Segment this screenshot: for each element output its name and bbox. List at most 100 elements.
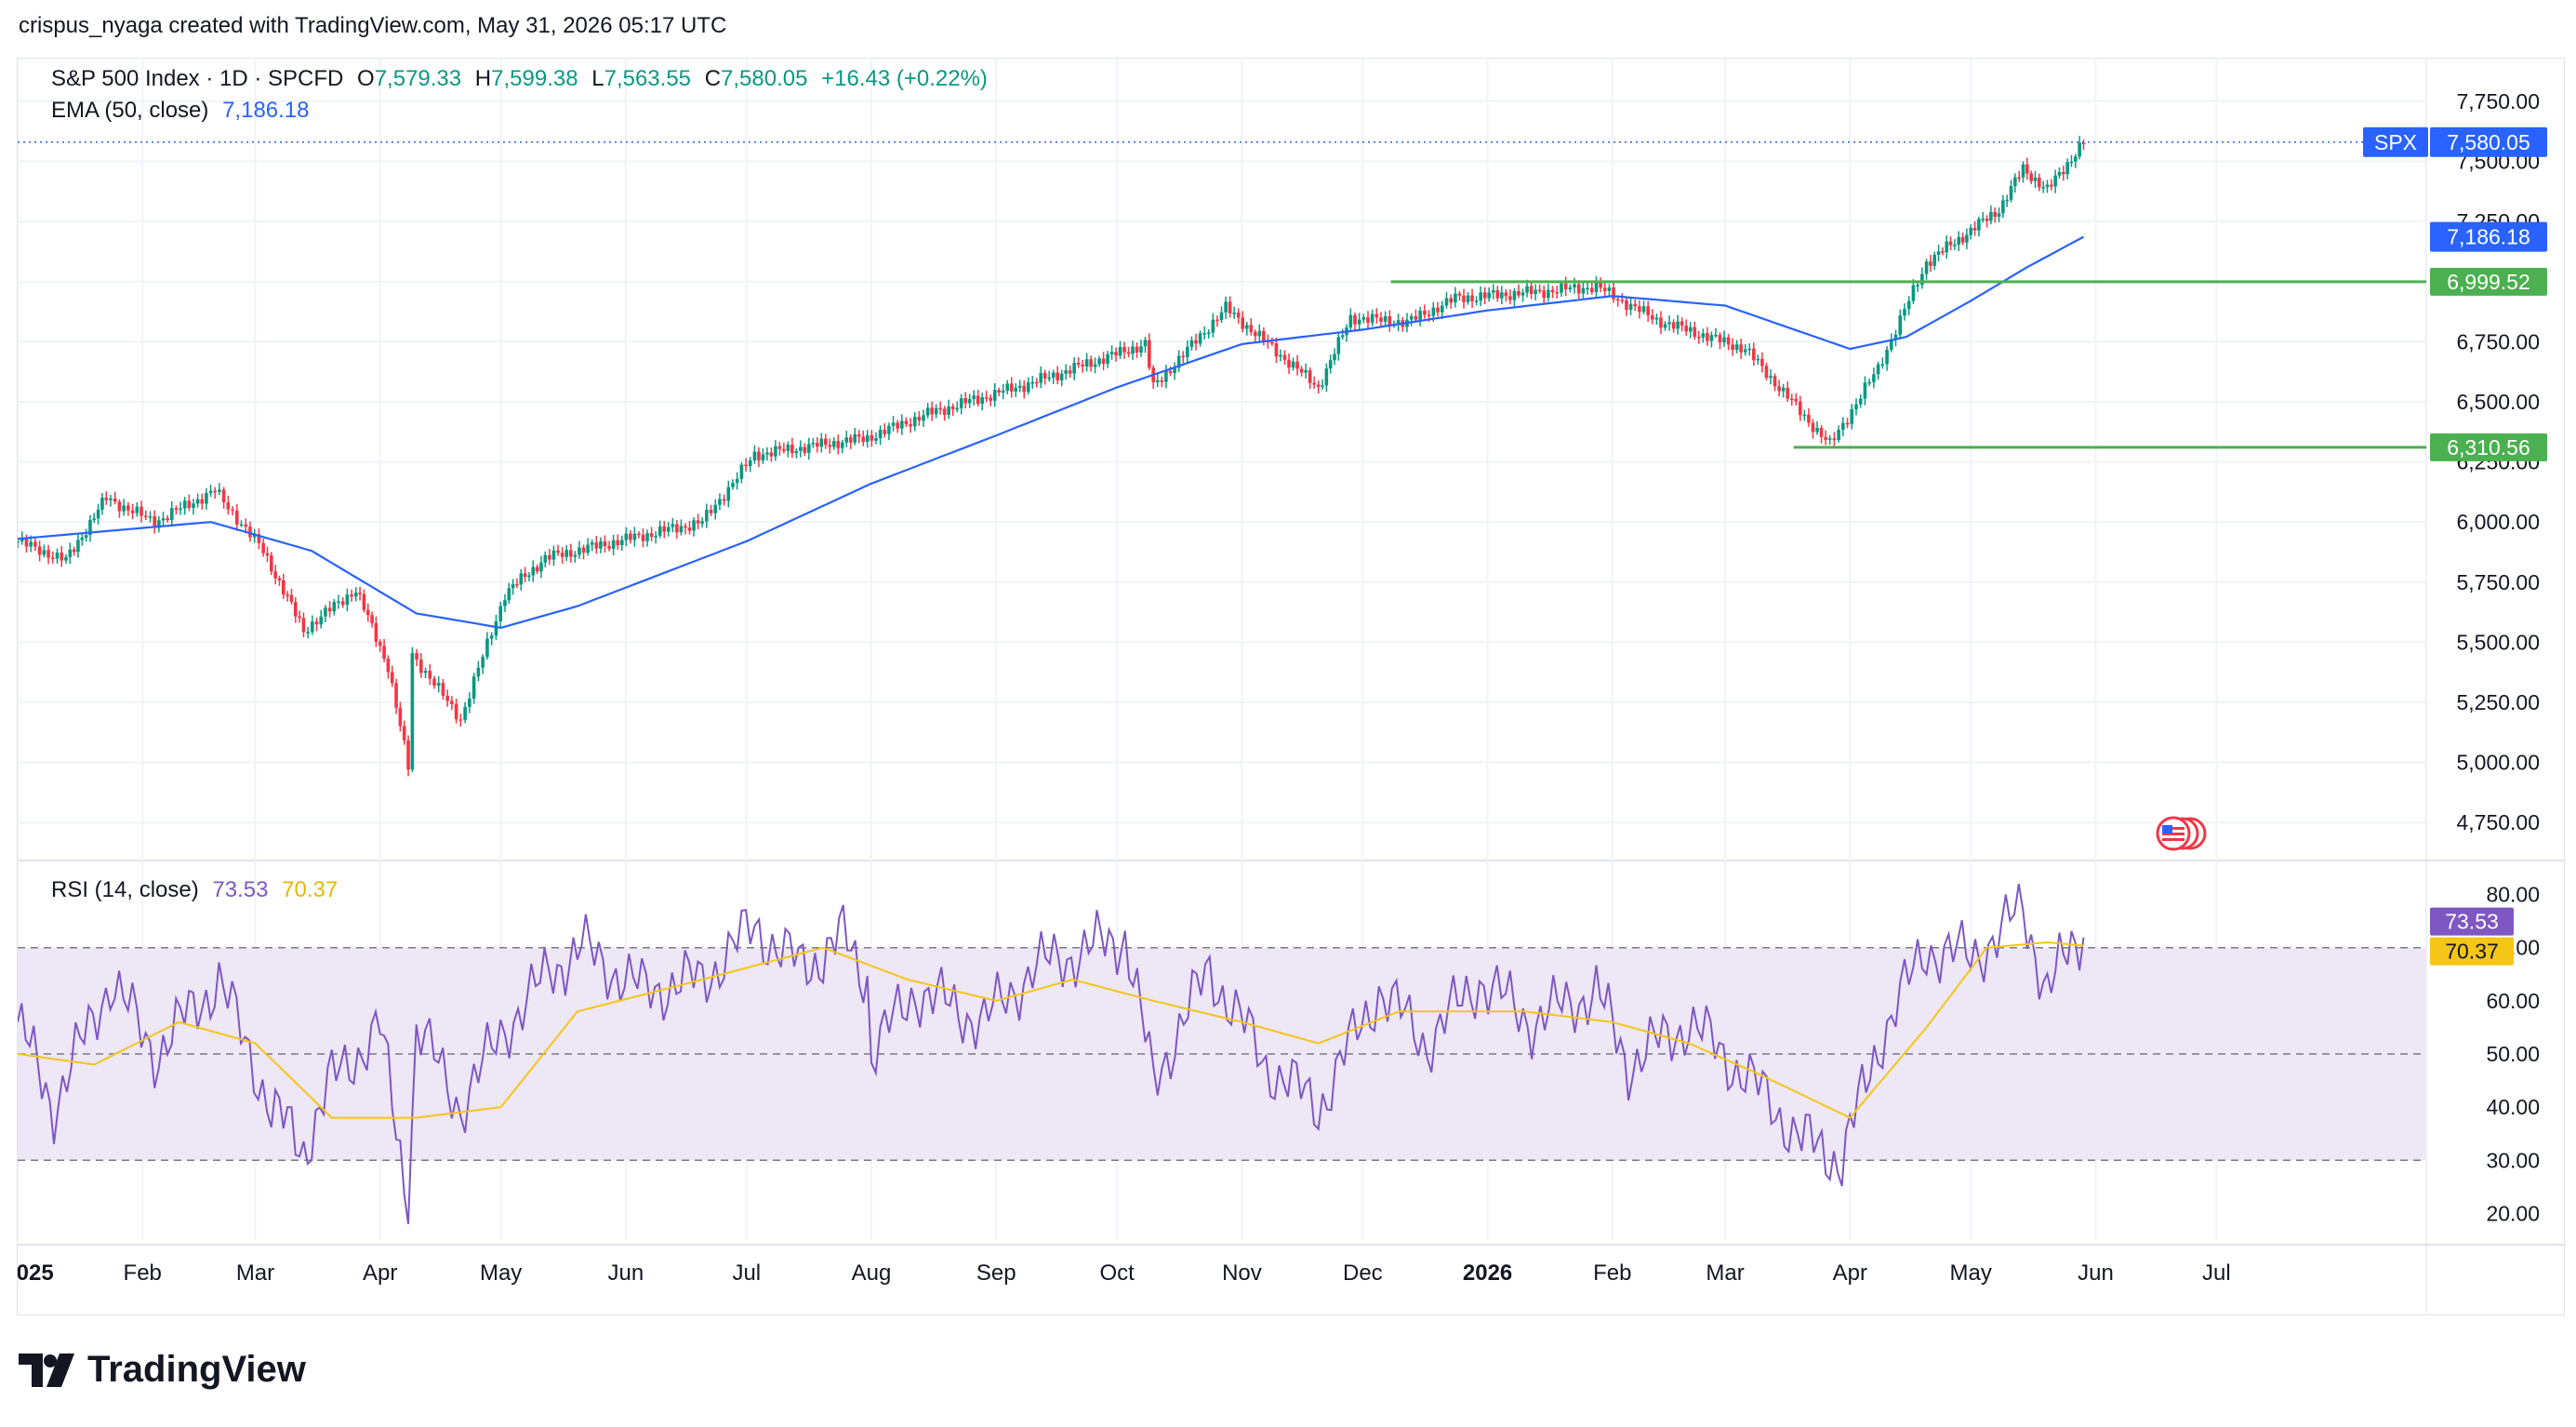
time-tick-label: 2026 <box>1463 1260 1512 1286</box>
candle-body <box>1876 364 1880 375</box>
chart-frame[interactable]: 4,750.00 5,000.00 5,250.00 5,500.00 5,750.00… <box>17 58 2565 1315</box>
chart-canvas[interactable]: 4,750.00 5,000.00 5,250.00 5,500.00 5,750.00… <box>18 59 2564 1314</box>
candle-body <box>2078 142 2081 157</box>
candle-body <box>1186 346 1189 358</box>
rsi-label[interactable]: RSI (14, close) <box>51 877 199 902</box>
candle-body <box>1030 381 1035 384</box>
candle-body <box>2041 187 2045 189</box>
candle-body <box>731 483 735 487</box>
candle-body <box>619 540 624 546</box>
candle-body <box>1009 383 1014 392</box>
candle-body <box>130 510 135 513</box>
candle-body <box>984 397 989 399</box>
candle-body <box>277 578 282 580</box>
candle-body <box>1474 300 1479 302</box>
candle-body <box>816 442 819 447</box>
candle-body <box>1903 309 1906 316</box>
price-legend: S&P 500 Index · 1D · SPCFD O7,579.33 H7,… <box>51 66 995 92</box>
candle-body <box>1051 372 1056 378</box>
candle-body <box>1160 380 1164 382</box>
candle-body <box>607 546 611 549</box>
candle-body <box>2038 177 2041 188</box>
candle-body <box>72 549 76 553</box>
candle-body <box>844 437 849 443</box>
candle-body <box>494 620 498 636</box>
us-flag-events-icon[interactable] <box>2153 815 2209 852</box>
candle-body <box>641 535 645 541</box>
candle-body <box>1706 333 1709 341</box>
price-tick-label: 5,750.00 <box>2456 570 2540 594</box>
candle-body <box>113 498 117 502</box>
candle-body <box>1743 349 1747 353</box>
candle-body <box>1911 285 1916 301</box>
low-label: L <box>591 66 604 91</box>
candle-body <box>1304 369 1308 373</box>
candle-body <box>594 542 599 549</box>
candle-body <box>955 407 959 410</box>
candle-body <box>1126 352 1131 354</box>
candle-body <box>1714 334 1718 337</box>
candle-body <box>1198 333 1202 344</box>
price-tick-label: 6,500.00 <box>2456 390 2540 414</box>
candle-body <box>257 534 261 543</box>
candle-body <box>1769 376 1773 379</box>
candle-body <box>1512 290 1517 300</box>
candle-body <box>1500 292 1504 299</box>
rsi-tag-label: 70.37 <box>2445 940 2499 964</box>
candle-body <box>1945 241 1949 253</box>
candle-body <box>989 397 993 401</box>
candle-body <box>1097 358 1101 365</box>
ema-label[interactable]: EMA (50, close) <box>51 98 209 123</box>
candle-body <box>1981 219 1985 220</box>
candle-body <box>556 550 560 553</box>
candle-body <box>1064 370 1068 374</box>
candle-body <box>1076 363 1081 366</box>
candle-body <box>1173 367 1176 374</box>
candle-body <box>1026 382 1030 393</box>
candle-body <box>1936 251 1941 255</box>
candle-body <box>761 454 765 460</box>
close-value: 7,580.05 <box>721 66 808 91</box>
candle-body <box>350 594 353 597</box>
candle-body <box>282 580 285 595</box>
ema-value: 7,186.18 <box>222 98 310 123</box>
candle-body <box>126 505 130 511</box>
ema-line <box>18 235 2085 630</box>
time-tick-label: Dec <box>1343 1260 1383 1286</box>
candle-body <box>1219 312 1224 321</box>
rsi-line <box>18 883 2085 1225</box>
candle-body <box>1122 347 1126 353</box>
candle-body <box>1431 307 1436 316</box>
candle-body <box>891 422 896 426</box>
candle-body <box>922 415 925 421</box>
symbol-label[interactable]: S&P 500 Index · 1D · SPCFD <box>51 66 344 91</box>
candle-body <box>1324 368 1329 386</box>
candle-body <box>122 505 126 512</box>
candle-body <box>293 602 298 617</box>
candle-body <box>1383 315 1388 322</box>
candle-body <box>1841 422 1845 430</box>
series-layer <box>18 136 2426 1225</box>
candle-body <box>1550 289 1555 293</box>
candle-body <box>564 550 569 557</box>
candle-body <box>539 562 543 572</box>
candle-body <box>507 588 511 601</box>
candle-body <box>1811 422 1815 433</box>
candle-body <box>1680 321 1684 327</box>
candle-body <box>573 554 578 557</box>
candle-body <box>1106 353 1109 364</box>
candle-body <box>774 446 777 457</box>
candle-body <box>374 622 378 642</box>
time-tick-label: Jul <box>2202 1260 2231 1286</box>
candle-body <box>700 521 704 524</box>
candle-body <box>153 516 157 528</box>
rsi-legend: RSI (14, close) 73.53 70.37 <box>51 877 345 903</box>
candle-body <box>285 594 289 596</box>
tradingview-logo[interactable]: TradingView <box>19 1349 306 1391</box>
candle-body <box>967 398 972 404</box>
candle-body <box>1827 438 1832 440</box>
candle-body <box>1872 374 1876 382</box>
level-tag-label: 6,310.56 <box>2447 435 2530 460</box>
candle-body <box>1993 211 1998 218</box>
candle-body <box>1586 287 1589 290</box>
